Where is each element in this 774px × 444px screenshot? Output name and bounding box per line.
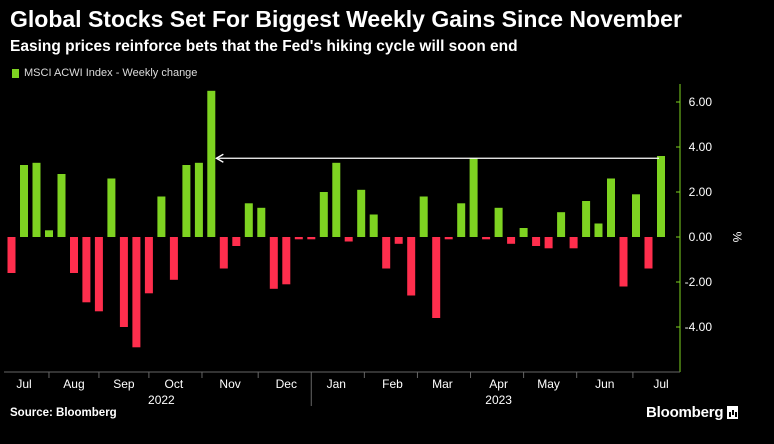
bar [182,165,191,237]
bar [94,237,103,312]
brand-logo: Bloomberg [646,404,739,421]
bar [644,237,653,269]
bar [257,207,266,237]
bar [307,237,316,240]
x-tick-label: Oct [165,377,184,391]
bar [207,90,216,237]
bar [432,237,441,318]
bar [7,237,16,273]
bar [20,165,28,237]
bar [294,237,303,240]
y-tick-label: 2.00 [689,185,713,199]
y-tick-label: 4.00 [689,140,713,154]
x-tick-label: Sep [113,377,135,391]
x-tick-label: Jul [653,377,668,391]
bar [57,174,66,237]
bar [269,237,278,289]
x-tick-label: Nov [219,377,240,391]
bar [45,230,53,237]
x-tick-label: Mar [432,377,453,391]
y-axis-label: % [730,232,744,243]
brand-name: Bloomberg [646,404,724,421]
y-tick-label: 6.00 [689,95,713,109]
bar [557,212,566,237]
bar [494,207,503,237]
bar [619,237,628,287]
bar [519,228,528,237]
bar [369,214,378,237]
bar [582,201,591,237]
bar [594,223,603,237]
bar [82,237,91,303]
bar [157,196,166,237]
year-label: 2023 [485,393,512,407]
bar [382,237,391,269]
bar [532,237,541,246]
bar [357,189,366,237]
bar [394,237,403,244]
bar [144,237,153,294]
source-note: Source: Bloomberg [10,407,117,419]
legend-swatch [12,68,19,78]
bar [469,158,478,237]
bar [119,237,128,327]
bar [344,237,353,242]
x-tick-label: May [537,377,560,391]
bar [632,194,640,237]
bar [457,203,466,237]
y-tick-label: 0.00 [689,230,713,244]
bar [244,203,253,237]
bar [332,162,341,237]
bar [232,237,241,246]
chart-title: Global Stocks Set For Biggest Weekly Gai… [10,6,682,32]
bar [219,237,228,269]
bar [194,162,203,237]
bar [419,196,428,237]
year-label: 2022 [148,393,175,407]
bar [70,237,78,273]
legend: MSCI ACWI Index - Weekly change [12,66,197,80]
bar [482,237,491,240]
x-tick-label: Apr [489,377,508,391]
x-tick-label: Aug [63,377,84,391]
bar [657,156,665,237]
x-tick-label: Feb [382,377,403,391]
bar [107,178,116,237]
bar [169,237,178,280]
bar [507,237,516,244]
y-tick-label: -4.00 [685,320,713,334]
bar [282,237,291,285]
bar [407,237,416,296]
bar [569,237,578,249]
x-tick-label: Jul [16,377,31,391]
x-tick-label: Jan [327,377,346,391]
bar [444,237,453,240]
x-tick-label: Jun [595,377,614,391]
annotation-arrow-head [215,153,224,163]
legend-label: MSCI ACWI Index - Weekly change [24,67,198,79]
y-tick-label: -2.00 [685,275,713,289]
bar [32,162,41,237]
bar [132,237,141,348]
bar [319,192,328,237]
bar [607,178,615,237]
chart-subtitle: Easing prices reinforce bets that the Fe… [10,38,518,55]
x-tick-label: Dec [276,377,297,391]
bar [544,237,553,249]
bloomberg-mark-icon [727,406,739,419]
